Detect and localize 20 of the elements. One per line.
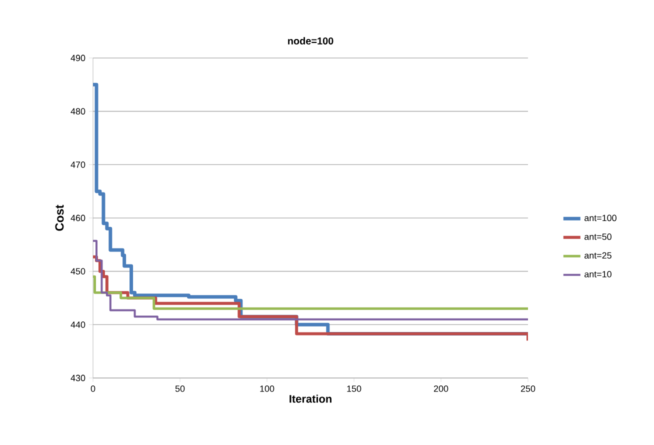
y-tick-label: 490 xyxy=(70,54,86,62)
legend-label: ant=10 xyxy=(584,271,612,278)
legend-label: ant=25 xyxy=(584,252,612,259)
x-tick-label: 250 xyxy=(520,386,536,392)
chart-title: node=100 xyxy=(288,37,334,44)
x-tick-label: 200 xyxy=(434,386,448,392)
x-tick-label: 150 xyxy=(347,386,362,392)
legend-label: ant=50 xyxy=(584,234,612,240)
y-tick-label: 450 xyxy=(70,268,86,274)
x-tick-label: 0 xyxy=(90,386,96,392)
x-tick-label: 100 xyxy=(260,386,274,392)
y-tick-label: 470 xyxy=(70,161,86,168)
legend-label: ant=100 xyxy=(584,214,616,222)
x-axis-title: Iteration xyxy=(290,394,332,403)
y-axis-title: Cost xyxy=(55,204,64,231)
y-tick-label: 480 xyxy=(70,108,86,114)
x-tick-label: 50 xyxy=(175,386,185,392)
y-tick-label: 440 xyxy=(70,321,86,328)
y-tick-label: 430 xyxy=(70,374,86,382)
y-tick-label: 460 xyxy=(70,214,86,222)
